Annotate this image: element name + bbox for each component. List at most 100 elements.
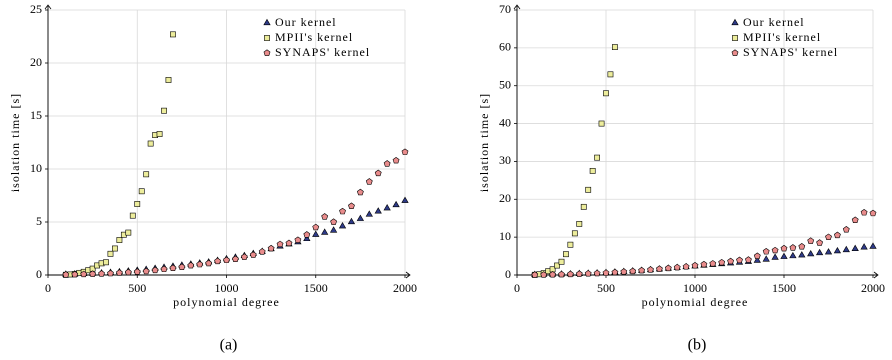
marker bbox=[673, 263, 681, 271]
marker bbox=[312, 230, 320, 237]
marker bbox=[339, 207, 346, 215]
marker bbox=[664, 264, 672, 272]
y-tick-label: 0 bbox=[505, 267, 511, 281]
marker bbox=[860, 243, 868, 250]
marker bbox=[258, 248, 266, 255]
marker bbox=[771, 253, 779, 260]
marker bbox=[571, 230, 578, 237]
marker bbox=[762, 255, 770, 262]
marker bbox=[71, 270, 79, 278]
legend-marker bbox=[731, 18, 739, 26]
marker bbox=[789, 251, 797, 259]
marker bbox=[178, 263, 186, 270]
marker bbox=[593, 269, 601, 277]
y-tick-label: 60 bbox=[499, 40, 511, 54]
x-tick-label: 1500 bbox=[772, 281, 796, 295]
marker bbox=[589, 167, 596, 174]
marker bbox=[780, 244, 788, 252]
x-tick-label: 2000 bbox=[861, 281, 885, 295]
legend-label: Our kernel bbox=[275, 15, 337, 29]
marker bbox=[816, 239, 823, 246]
legend-label: SYNAPS' kernel bbox=[743, 45, 838, 59]
marker bbox=[682, 263, 690, 270]
marker bbox=[753, 256, 761, 263]
marker bbox=[383, 160, 391, 167]
marker bbox=[700, 260, 708, 268]
marker bbox=[276, 240, 284, 248]
marker bbox=[576, 220, 583, 227]
y-tick-label: 25 bbox=[30, 2, 42, 16]
marker bbox=[745, 256, 752, 263]
marker bbox=[833, 246, 842, 254]
x-axis-label: polynomial degree bbox=[642, 295, 749, 309]
marker bbox=[151, 266, 159, 274]
marker bbox=[401, 196, 409, 203]
marker bbox=[798, 251, 806, 258]
marker bbox=[89, 270, 97, 277]
y-tick-label: 20 bbox=[499, 191, 511, 205]
marker bbox=[321, 213, 329, 220]
marker bbox=[365, 210, 373, 217]
marker bbox=[656, 265, 663, 272]
marker bbox=[392, 200, 400, 208]
marker bbox=[860, 208, 868, 216]
marker bbox=[116, 237, 123, 243]
marker bbox=[143, 171, 150, 178]
caption: (b) bbox=[688, 337, 707, 354]
marker bbox=[834, 231, 841, 239]
marker bbox=[611, 268, 619, 276]
marker bbox=[842, 245, 850, 253]
marker bbox=[107, 250, 114, 257]
marker bbox=[753, 252, 761, 259]
marker bbox=[223, 256, 230, 264]
axis-arrow bbox=[513, 4, 879, 279]
marker bbox=[554, 262, 560, 269]
marker bbox=[205, 259, 213, 267]
marker bbox=[103, 259, 109, 266]
marker bbox=[824, 248, 833, 255]
legend-label: MPII's kernel bbox=[275, 30, 353, 44]
marker bbox=[647, 266, 654, 273]
marker bbox=[116, 269, 123, 276]
marker bbox=[531, 271, 539, 278]
marker bbox=[563, 251, 569, 258]
marker bbox=[321, 228, 329, 235]
y-tick-label: 10 bbox=[30, 161, 42, 175]
marker bbox=[134, 201, 141, 207]
y-axis-label: isolation time [s] bbox=[8, 93, 22, 192]
marker bbox=[580, 203, 587, 210]
marker bbox=[156, 131, 163, 137]
marker bbox=[567, 241, 574, 248]
marker bbox=[187, 261, 195, 269]
legend-label: Our kernel bbox=[743, 15, 805, 29]
legend-marker bbox=[263, 49, 271, 56]
marker bbox=[196, 260, 204, 268]
marker bbox=[727, 257, 734, 265]
marker bbox=[312, 223, 320, 231]
marker bbox=[401, 148, 409, 155]
marker bbox=[620, 268, 628, 275]
y-axis-label: isolation time [s] bbox=[477, 93, 491, 192]
marker bbox=[160, 265, 168, 273]
marker bbox=[392, 156, 400, 164]
x-tick-label: 2000 bbox=[393, 281, 417, 295]
marker bbox=[611, 44, 618, 50]
marker bbox=[170, 31, 176, 38]
marker bbox=[147, 140, 154, 147]
x-axis-label: polynomial degree bbox=[173, 295, 280, 309]
marker bbox=[330, 218, 337, 225]
marker bbox=[240, 253, 248, 260]
x-tick-label: 0 bbox=[514, 281, 520, 295]
marker bbox=[602, 269, 610, 276]
marker bbox=[80, 270, 88, 278]
marker bbox=[133, 268, 141, 275]
marker bbox=[598, 120, 605, 127]
marker bbox=[124, 268, 132, 276]
y-tick-label: 50 bbox=[499, 77, 511, 91]
marker bbox=[365, 178, 373, 185]
y-tick-label: 15 bbox=[30, 108, 42, 122]
marker bbox=[267, 244, 275, 252]
marker bbox=[607, 71, 614, 78]
marker bbox=[869, 242, 877, 249]
